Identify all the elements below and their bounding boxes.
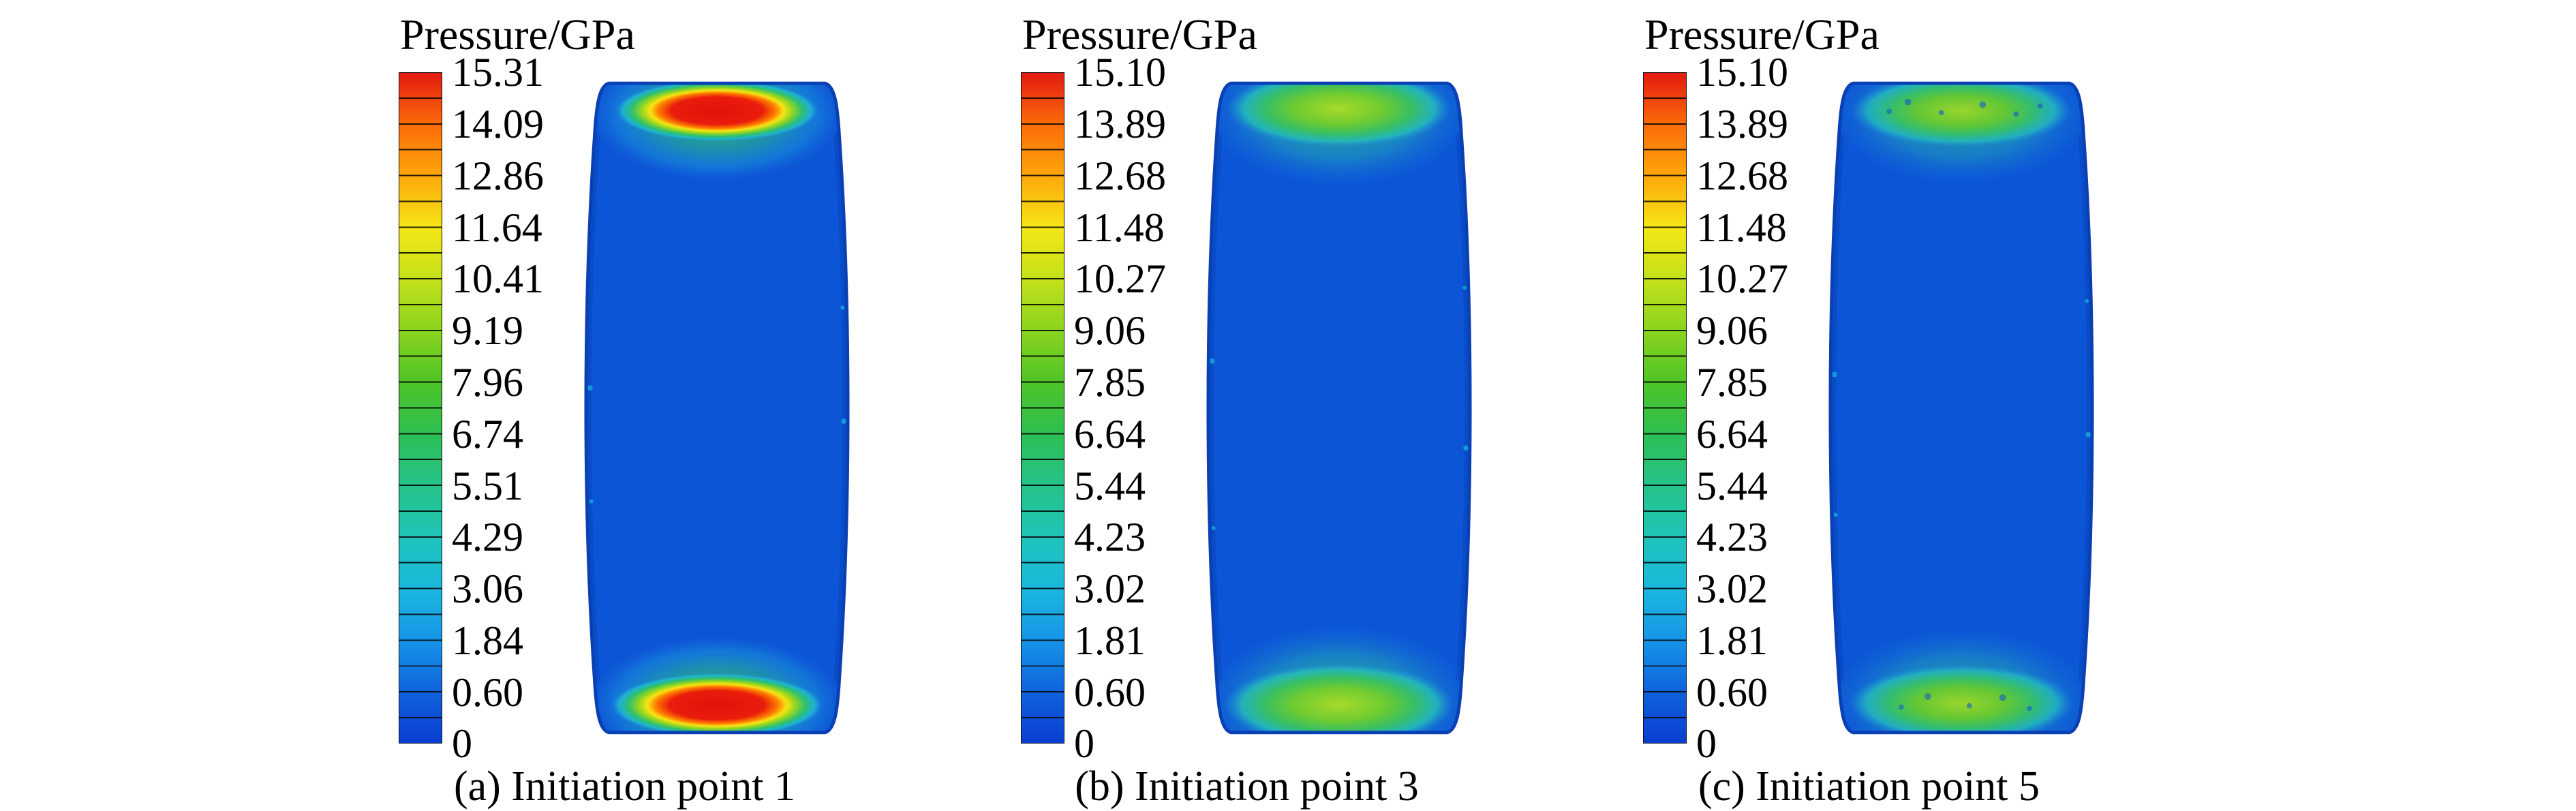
colorbar-title-a: Pressure/GPa — [400, 10, 635, 59]
colorbar-b — [1021, 72, 1064, 744]
panel-b: Pressure/GPa 15.10 13.89 12.68 11.48 10.27 9.… — [1021, 8, 1473, 811]
contour-plot-a — [584, 82, 850, 735]
colorbar-title-c: Pressure/GPa — [1644, 10, 1880, 59]
panel-body-c: 15.10 13.89 12.68 11.48 10.27 9.06 7.85 6.64 5.4… — [1643, 50, 2095, 767]
pressure-field-a — [585, 83, 848, 733]
contour-plot-c — [1828, 82, 2094, 735]
panel-body-b: 15.10 13.89 12.68 11.48 10.27 9.06 7.85 6.64 5.4… — [1021, 50, 1473, 767]
plot-caption-a: (a) Initiation point 1 — [453, 763, 796, 810]
panel-c: Pressure/GPa 15.10 13.89 12.68 11.48 10.27 9.… — [1643, 8, 2095, 811]
plot-caption-c: (c) Initiation point 5 — [1698, 763, 2040, 810]
colorbar-ticks-a: 15.31 14.09 12.86 11.64 10.41 9.19 7.96 6.74 5.5… — [452, 50, 544, 767]
colorbar-title-b: Pressure/GPa — [1022, 10, 1257, 59]
panel-body-a: 15.31 14.09 12.86 11.64 10.41 9.19 7.96 6.74 5.5… — [399, 50, 850, 767]
pressure-field-b — [1208, 83, 1471, 733]
colorbar-ticks-b: 15.10 13.89 12.68 11.48 10.27 9.06 7.85 6.64 5.4… — [1074, 50, 1166, 767]
contour-plot-b — [1206, 82, 1472, 735]
panel-a: Pressure/GPa 15.31 14.09 12.86 11.64 10.41 9.… — [399, 8, 850, 811]
plot-caption-b: (b) Initiation point 3 — [1075, 763, 1419, 810]
colorbar-c — [1643, 72, 1687, 744]
colorbar-ticks-c: 15.10 13.89 12.68 11.48 10.27 9.06 7.85 6.64 5.4… — [1696, 50, 1788, 767]
pressure-field-c — [1830, 83, 2093, 733]
colorbar-a — [399, 72, 442, 744]
